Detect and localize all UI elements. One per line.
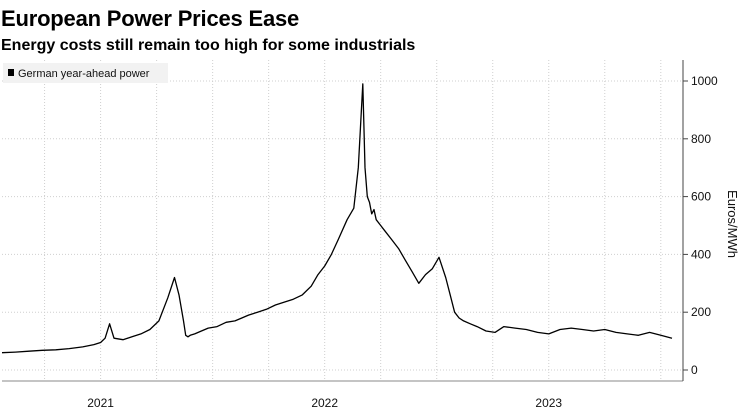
y-tick-label: 600 (691, 190, 711, 204)
y-axis-label: Euros/MWh (725, 190, 740, 258)
legend-box (3, 63, 168, 83)
legend-swatch (8, 69, 14, 76)
x-tick-label: 2023 (535, 396, 562, 410)
gridlines (2, 60, 683, 381)
legend: German year-ahead power (3, 63, 168, 83)
y-tick-label: 800 (691, 132, 711, 146)
chart-title: European Power Prices Ease (1, 6, 300, 31)
series-line-0 (1, 83, 673, 354)
x-tick-label: 2022 (311, 396, 338, 410)
x-tick-label: 2021 (87, 396, 114, 410)
y-tick-label: 1000 (691, 74, 718, 88)
y-axis: 0 200 400 600 800 1000 (682, 60, 718, 381)
legend-label: German year-ahead power (18, 68, 150, 80)
series-group (1, 83, 673, 354)
y-tick-label: 200 (691, 305, 711, 319)
y-tick-label: 0 (691, 363, 698, 377)
chart-subtitle: Energy costs still remain too high for s… (1, 37, 416, 54)
x-axis: 2021 2022 2023 (2, 380, 683, 410)
y-tick-label: 400 (691, 247, 711, 261)
